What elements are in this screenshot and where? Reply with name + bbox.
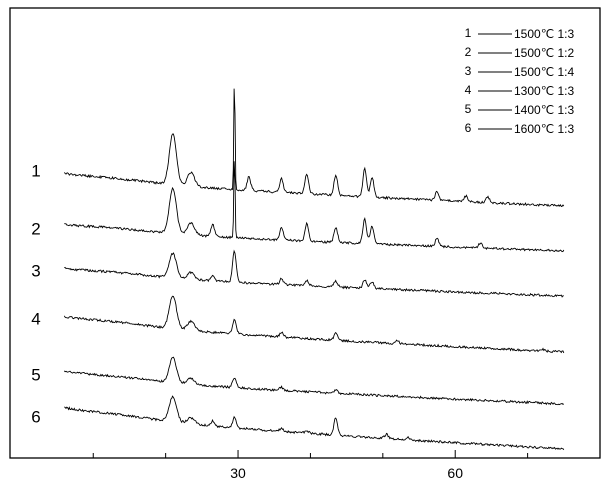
curve-label-1: 1 <box>31 161 40 180</box>
legend-label-5: 1400℃ 1:3 <box>514 103 575 117</box>
series-line-3 <box>64 249 564 298</box>
plot-frame <box>9 7 601 459</box>
legend-label-1: 1500℃ 1:3 <box>514 27 575 41</box>
legend-number-5: 5 <box>465 102 472 116</box>
series-line-4 <box>63 295 565 354</box>
curve-label-3: 3 <box>31 261 40 280</box>
x-tick-label: 60 <box>447 465 463 481</box>
curve-label-4: 4 <box>31 309 40 328</box>
legend-number-4: 4 <box>465 83 472 97</box>
series-line-6 <box>64 395 565 451</box>
legend-label-2: 1500℃ 1:2 <box>514 46 575 60</box>
legend-number-6: 6 <box>465 121 472 135</box>
legend-number-1: 1 <box>465 26 472 40</box>
curve-label-5: 5 <box>31 365 40 384</box>
series-line-5 <box>63 356 565 406</box>
curve-label-2: 2 <box>31 219 40 238</box>
curve-label-6: 6 <box>31 407 40 426</box>
series-line-2 <box>64 161 565 253</box>
legend-label-4: 1300℃ 1:3 <box>514 84 575 98</box>
legend-number-2: 2 <box>465 45 472 59</box>
x-tick-label: 30 <box>230 465 246 481</box>
series-line-1 <box>63 88 565 208</box>
legend-label-3: 1500℃ 1:4 <box>514 65 575 79</box>
legend-number-3: 3 <box>465 64 472 78</box>
legend-label-6: 1600℃ 1:3 <box>514 122 575 136</box>
